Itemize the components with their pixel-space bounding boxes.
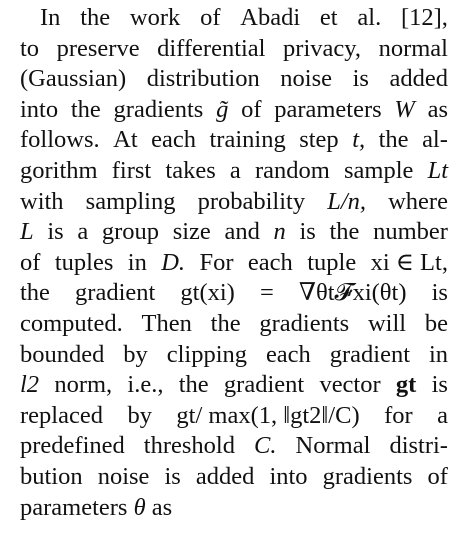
- text-line-17: parameters θ as: [20, 493, 173, 521]
- text-line-15: predefined threshold C. Normal distri-: [20, 432, 448, 460]
- text-line-11: computed. Then the gradients will be: [20, 309, 448, 337]
- text-line-1: In the work of Abadi et al. [12],: [40, 4, 448, 31]
- text-line-5: follows. At each training step t, the al…: [20, 126, 448, 154]
- text-line-4: into the gradients g̃ of parameters W as: [20, 95, 448, 123]
- text-line-10: the gradient gt(xi) = ∇θt𝓕xi(θt) is: [20, 279, 448, 307]
- text-line-14: replaced by gt/ max(1, ‖gt2‖/C) for a: [20, 401, 448, 429]
- text-line-6: gorithm first takes a random sample Lt: [20, 156, 448, 184]
- text-line-3: (Gaussian) distribution noise is added: [20, 65, 448, 93]
- text-line-7: with sampling probability L/n, where: [20, 187, 448, 215]
- text-line-2: to preserve differential privacy, normal: [20, 34, 448, 62]
- text-line-8: L is a group size and n is the number: [20, 218, 448, 246]
- text-line-12: bounded by clipping each gradient in: [20, 340, 448, 368]
- text-line-9: of tuples in D. For each tuple xi ∈ Lt,: [20, 248, 448, 276]
- text-line-16: bution noise is added into gradients of: [20, 462, 448, 490]
- text-line-13: l2 norm, i.e., the gradient vector gt is: [20, 371, 448, 399]
